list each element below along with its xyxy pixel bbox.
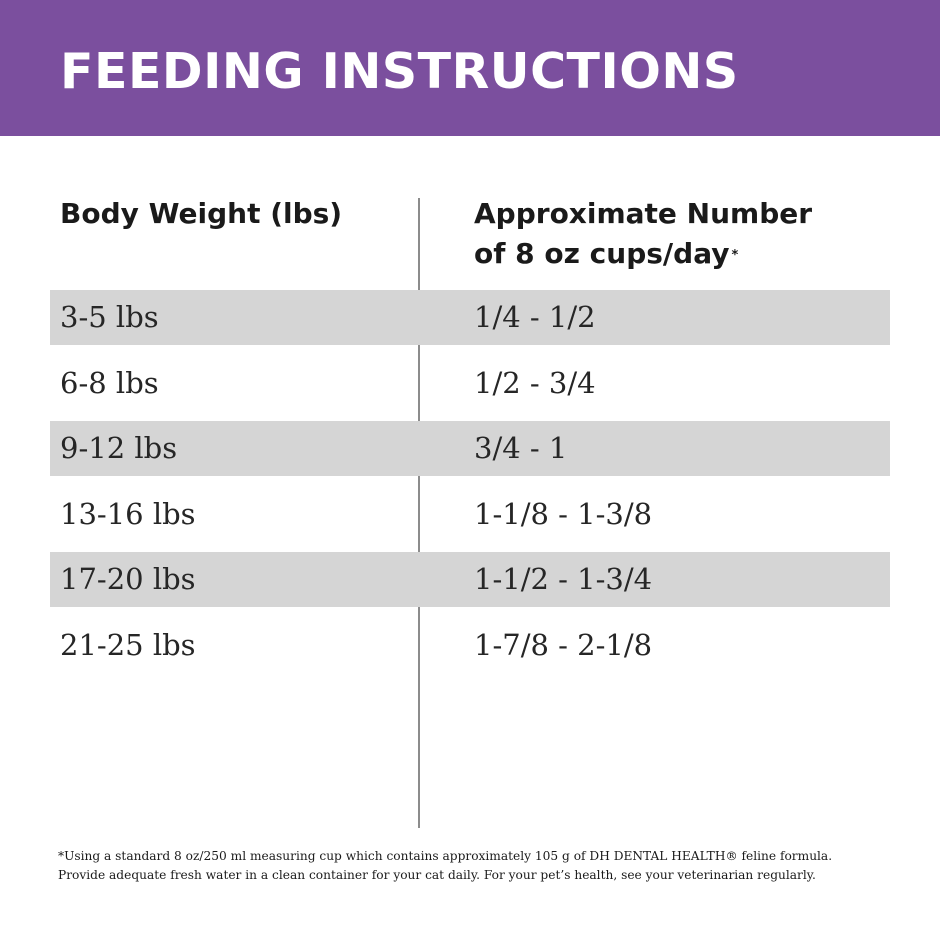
header-band: FEEDING INSTRUCTIONS [0,0,940,136]
cups-column-header-line2-text: of 8 oz cups/day [474,237,730,270]
weight-column-header: Body Weight (lbs) [60,194,342,234]
weight-cell: 21-25 lbs [60,627,196,662]
weight-cell: 3-5 lbs [60,300,159,334]
table-row: 3-5 lbs 1/4 - 1/2 [50,290,890,345]
page-title: FEEDING INSTRUCTIONS [60,43,739,100]
footnote: *Using a standard 8 oz/250 ml measuring … [58,847,898,885]
footnote-marker: * [731,248,739,263]
weight-column-header-label: Body Weight (lbs) [60,197,343,230]
cups-column-header-line1: Approximate Number [474,197,813,230]
cups-column-header: Approximate Number of 8 oz cups/day * [474,194,812,274]
cups-cell: 1-1/8 - 1-3/8 [474,496,653,531]
column-divider [418,198,420,828]
table-row: 9-12 lbs 3/4 - 1 [50,421,890,476]
weight-cell: 9-12 lbs [60,431,178,465]
cups-cell: 3/4 - 1 [474,431,568,465]
cups-column-header-line2: of 8 oz cups/day * [474,234,812,274]
feeding-table: 3-5 lbs 1/4 - 1/2 6-8 lbs 1/2 - 3/4 9-12… [50,290,890,683]
cups-cell: 1/2 - 3/4 [474,365,596,400]
table-row: 13-16 lbs 1-1/8 - 1-3/8 [50,487,890,542]
footnote-line-1: *Using a standard 8 oz/250 ml measuring … [58,849,833,863]
weight-cell: 13-16 lbs [60,496,196,531]
table-row: 17-20 lbs 1-1/2 - 1-3/4 [50,552,890,607]
cups-cell: 1-7/8 - 2-1/8 [474,627,653,662]
table-row: 6-8 lbs 1/2 - 3/4 [50,356,890,411]
cups-cell: 1/4 - 1/2 [474,300,596,334]
table-row: 21-25 lbs 1-7/8 - 2-1/8 [50,618,890,673]
weight-cell: 17-20 lbs [60,562,196,596]
weight-cell: 6-8 lbs [60,365,159,400]
footnote-line-2: Provide adequate fresh water in a clean … [58,868,816,882]
cups-cell: 1-1/2 - 1-3/4 [474,562,653,596]
